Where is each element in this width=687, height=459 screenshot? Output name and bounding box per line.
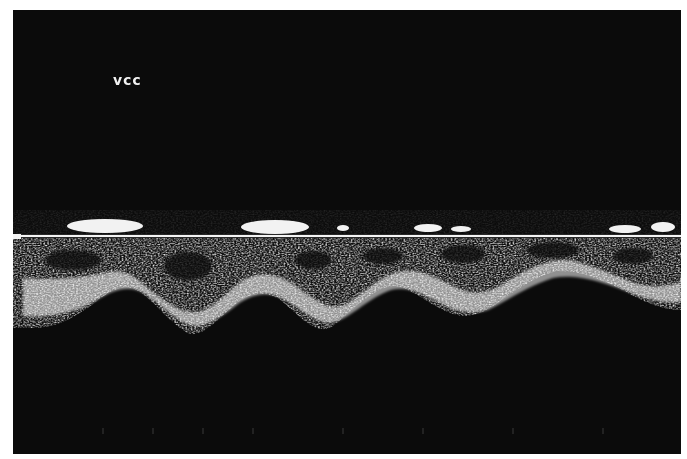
lower-tick-noise <box>102 428 604 434</box>
vessel-label: vcc <box>113 73 142 89</box>
spectral-band-core <box>23 260 681 326</box>
band-dark-gaps <box>45 242 653 280</box>
doppler-frame: vcc <box>13 10 681 454</box>
baseline-marker <box>13 234 21 239</box>
baseline-reflections <box>67 219 675 234</box>
doppler-spectrum-image <box>13 10 681 454</box>
